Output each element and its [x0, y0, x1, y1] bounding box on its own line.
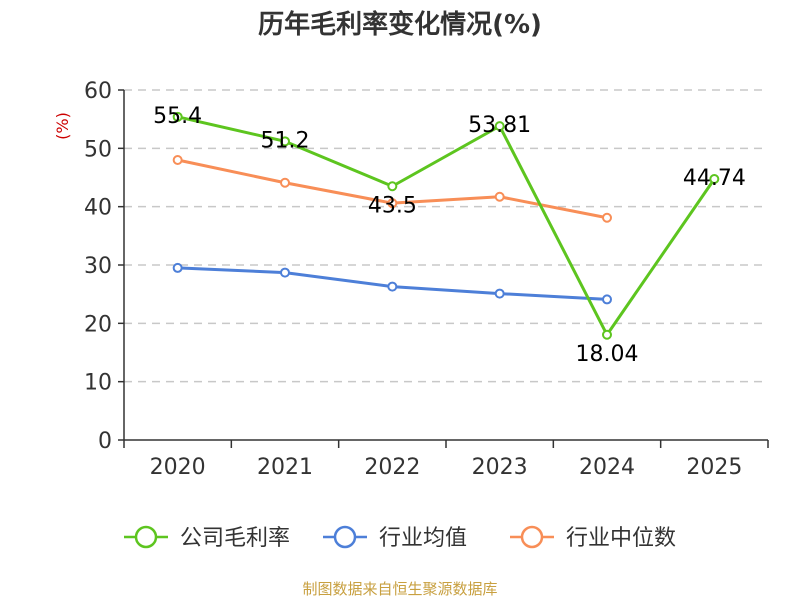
data-label: 43.5 — [368, 193, 417, 218]
data-point[interactable] — [602, 294, 612, 305]
y-tick-label: 20 — [84, 312, 112, 337]
x-tick-label: 2022 — [364, 455, 420, 480]
data-label: 44.74 — [683, 166, 746, 191]
data-point[interactable] — [602, 212, 612, 223]
x-tick-label: 2020 — [150, 455, 206, 480]
data-label: 53.81 — [468, 113, 531, 138]
series-line — [177, 115, 716, 337]
data-point[interactable] — [280, 136, 290, 147]
y-tick-label: 60 — [84, 79, 112, 104]
y-tick-label: 30 — [84, 254, 112, 279]
y-axis-unit-label: (%) — [53, 112, 72, 140]
legend-label: 公司毛利率 — [180, 526, 290, 551]
data-point[interactable] — [172, 155, 183, 165]
x-tick-label: 2024 — [579, 455, 635, 480]
y-tick-label: 0 — [98, 429, 112, 454]
data-point[interactable] — [602, 329, 612, 340]
data-label: 18.04 — [576, 342, 639, 367]
source-note: 制图数据来自恒生聚源数据库 — [302, 580, 498, 598]
chart-title: 历年毛利率变化情况(%) — [258, 10, 542, 40]
grid-lines — [124, 89, 768, 383]
legend-marker — [134, 525, 158, 549]
data-point[interactable] — [494, 191, 505, 202]
legend-marker — [520, 525, 544, 549]
data-label: 55.4 — [153, 104, 202, 129]
legend-marker — [333, 525, 357, 549]
data-point[interactable] — [494, 288, 505, 299]
data-point[interactable] — [280, 177, 290, 188]
data-point[interactable] — [172, 111, 183, 122]
series-layer — [172, 111, 720, 340]
data-point[interactable] — [172, 262, 183, 273]
x-tick-label: 2023 — [472, 455, 528, 480]
legend[interactable]: 公司毛利率 行业均值 行业中位数 — [124, 525, 676, 551]
legend-item[interactable]: 公司毛利率 — [124, 525, 290, 551]
data-point[interactable] — [709, 174, 720, 185]
data-point[interactable] — [494, 121, 505, 132]
data-point[interactable] — [280, 267, 290, 278]
y-tick-label: 50 — [84, 137, 112, 162]
axes: 0 10 20 30 40 50 60 2020 2021 2022 2023 2024 2025 (%) — [53, 79, 769, 480]
data-point[interactable] — [387, 281, 398, 292]
x-tick-label: 2021 — [257, 455, 313, 480]
legend-item[interactable]: 行业中位数 — [510, 525, 676, 551]
legend-item[interactable]: 行业均值 — [323, 525, 467, 551]
legend-label: 行业均值 — [379, 526, 467, 551]
y-tick-label: 10 — [84, 371, 112, 396]
y-tick-label: 40 — [84, 196, 112, 221]
x-tick-label: 2025 — [686, 455, 742, 480]
data-point[interactable] — [387, 181, 398, 192]
legend-label: 行业中位数 — [566, 526, 676, 551]
data-point[interactable] — [387, 198, 398, 209]
data-labels: 55.4 51.2 43.5 53.81 18.04 44.74 — [153, 104, 746, 367]
data-label: 51.2 — [261, 128, 310, 153]
